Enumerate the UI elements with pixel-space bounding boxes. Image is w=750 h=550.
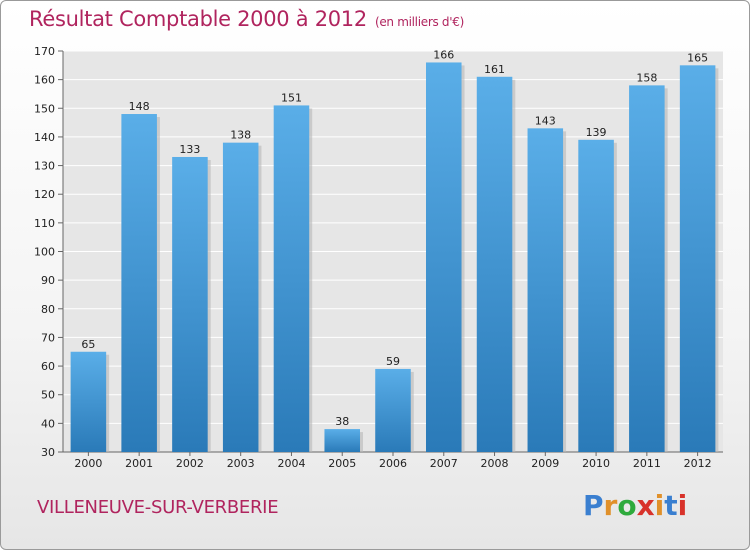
bar bbox=[679, 65, 716, 453]
logo-letter: i bbox=[677, 489, 688, 522]
y-tick-label: 150 bbox=[34, 102, 55, 115]
logo-letter: t bbox=[664, 489, 678, 522]
bar bbox=[375, 368, 411, 452]
data-label: 59 bbox=[386, 355, 400, 368]
bar bbox=[324, 429, 360, 452]
bar bbox=[70, 351, 107, 452]
bar bbox=[476, 76, 513, 453]
logo-letter: o bbox=[617, 489, 637, 522]
logo-letter: P bbox=[583, 489, 604, 522]
bar bbox=[426, 62, 462, 452]
data-label: 158 bbox=[636, 71, 657, 84]
x-tick-label: 2006 bbox=[379, 457, 407, 470]
x-tick-label: 2012 bbox=[684, 457, 712, 470]
city-name: VILLENEUVE-SUR-VERBERIE bbox=[37, 497, 279, 518]
data-label: 161 bbox=[484, 63, 505, 76]
y-tick-label: 40 bbox=[41, 417, 55, 430]
logo-letter: r bbox=[603, 489, 618, 522]
y-tick-label: 140 bbox=[34, 131, 55, 144]
y-tick-label: 100 bbox=[34, 246, 55, 259]
y-tick-label: 170 bbox=[34, 45, 55, 58]
data-label: 166 bbox=[433, 48, 454, 61]
x-tick-label: 2011 bbox=[633, 457, 661, 470]
y-tick-label: 120 bbox=[34, 188, 55, 201]
data-label: 139 bbox=[586, 126, 607, 139]
bar bbox=[172, 156, 208, 452]
bar bbox=[273, 105, 310, 453]
data-label: 133 bbox=[179, 143, 200, 156]
logo-letter: x bbox=[636, 489, 655, 522]
y-tick-label: 50 bbox=[41, 389, 55, 402]
x-tick-label: 2010 bbox=[582, 457, 610, 470]
data-label: 138 bbox=[230, 129, 251, 142]
y-tick-label: 90 bbox=[41, 274, 55, 287]
y-tick-label: 110 bbox=[34, 217, 55, 230]
data-label: 148 bbox=[129, 100, 150, 113]
x-tick-label: 2008 bbox=[481, 457, 509, 470]
y-tick-label: 130 bbox=[34, 160, 55, 173]
y-tick-label: 70 bbox=[41, 331, 55, 344]
y-tick-label: 160 bbox=[34, 74, 55, 87]
chart-subtitle: (en milliers d'€) bbox=[374, 15, 464, 29]
y-tick-label: 30 bbox=[41, 446, 55, 459]
x-tick-label: 2004 bbox=[277, 457, 305, 470]
chart-title-text: Résultat Comptable 2000 à 2012 bbox=[29, 7, 367, 31]
bar bbox=[629, 85, 665, 452]
y-tick-label: 60 bbox=[41, 360, 55, 373]
bar bbox=[222, 142, 259, 452]
x-tick-label: 2005 bbox=[328, 457, 356, 470]
x-tick-label: 2003 bbox=[227, 457, 255, 470]
x-tick-label: 2002 bbox=[176, 457, 204, 470]
bar bbox=[121, 114, 157, 452]
x-tick-label: 2001 bbox=[125, 457, 153, 470]
data-label: 143 bbox=[535, 114, 556, 127]
bar bbox=[578, 139, 614, 453]
chart-title: Résultat Comptable 2000 à 2012 (en millie… bbox=[29, 7, 464, 31]
bar bbox=[527, 128, 564, 452]
y-tick-label: 80 bbox=[41, 303, 55, 316]
x-tick-label: 2009 bbox=[531, 457, 559, 470]
data-label: 151 bbox=[281, 91, 302, 104]
logo-letter: i bbox=[654, 489, 665, 522]
x-tick-label: 2007 bbox=[430, 457, 458, 470]
x-tick-label: 2000 bbox=[74, 457, 102, 470]
proxiti-logo: Proxiti bbox=[583, 489, 687, 522]
data-label: 165 bbox=[687, 51, 708, 64]
data-label: 38 bbox=[335, 415, 349, 428]
data-label: 65 bbox=[81, 338, 95, 351]
